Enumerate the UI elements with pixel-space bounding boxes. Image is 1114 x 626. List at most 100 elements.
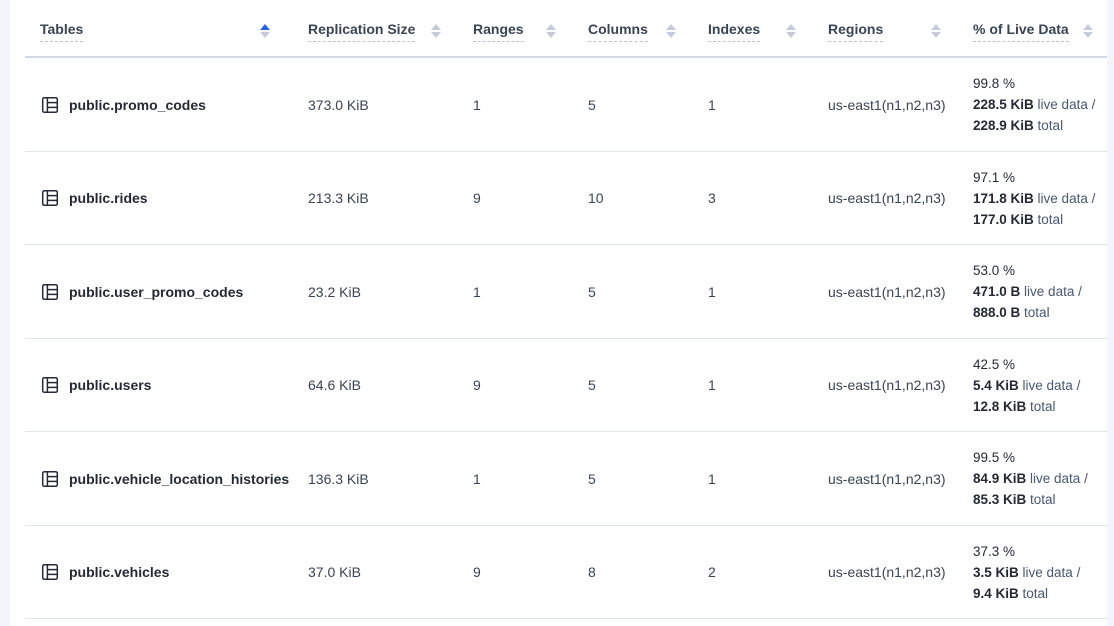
table-name-link[interactable]: public.user_promo_codes	[69, 283, 244, 300]
table-name-cell: public.promo_codes	[10, 95, 290, 115]
table-name-link[interactable]: public.vehicle_location_histories	[69, 470, 290, 487]
regions-cell: us-east1(n1,n2,n3)	[828, 190, 946, 207]
live-size-line: 84.9 KiB live data /	[973, 471, 1088, 487]
live-percent: 37.3 %	[973, 543, 1016, 559]
table-grid-icon	[40, 562, 60, 582]
column-header-label: Columns	[588, 21, 648, 42]
table-row[interactable]: public.vehicle_location_histories 136.3 …	[10, 432, 1107, 526]
table-row[interactable]: public.users 64.6 KiB 9 5 1 us-east1(n1,…	[10, 339, 1107, 433]
replication-size-cell: 64.6 KiB	[308, 377, 361, 394]
column-header-label: Indexes	[708, 21, 761, 42]
live-data-cell: 53.0 % 471.0 B live data / 888.0 B total	[955, 260, 1107, 323]
tables-list-card: Tables Replication Size Ranges Columns I…	[10, 0, 1107, 626]
columns-cell: 5	[588, 283, 596, 300]
regions-cell: us-east1(n1,n2,n3)	[828, 96, 946, 113]
indexes-cell: 3	[708, 190, 716, 207]
total-size-line: 12.8 KiB total	[973, 398, 1056, 414]
sort-arrows-icon	[260, 24, 270, 38]
sort-arrows-icon	[1083, 24, 1093, 38]
column-header-label: % of Live Data	[973, 21, 1069, 42]
live-data-cell: 99.8 % 228.5 KiB live data / 228.9 KiB t…	[955, 73, 1107, 136]
live-size-line: 471.0 B live data /	[973, 284, 1082, 300]
regions-cell: us-east1(n1,n2,n3)	[828, 470, 946, 487]
columns-cell: 5	[588, 470, 596, 487]
ranges-cell: 9	[473, 564, 481, 581]
table-row[interactable]: public.vehicles 37.0 KiB 9 8 2 us-east1(…	[10, 526, 1107, 620]
replication-size-cell: 213.3 KiB	[308, 190, 369, 207]
regions-cell: us-east1(n1,n2,n3)	[828, 283, 946, 300]
live-percent: 42.5 %	[973, 356, 1016, 372]
replication-size-cell: 23.2 KiB	[308, 283, 361, 300]
sort-arrows-icon	[931, 24, 941, 38]
indexes-cell: 1	[708, 283, 716, 300]
ranges-cell: 1	[473, 283, 481, 300]
live-size-line: 5.4 KiB live data /	[973, 377, 1081, 393]
column-header-indexes[interactable]: Indexes	[690, 15, 810, 42]
replication-size-cell: 373.0 KiB	[308, 96, 369, 113]
replication-size-cell: 136.3 KiB	[308, 470, 369, 487]
regions-cell: us-east1(n1,n2,n3)	[828, 564, 946, 581]
sort-arrows-icon	[666, 24, 676, 38]
table-grid-icon	[40, 188, 60, 208]
table-grid-icon	[40, 375, 60, 395]
column-header-ranges[interactable]: Ranges	[455, 15, 570, 42]
table-name-link[interactable]: public.vehicles	[69, 564, 170, 581]
table-row[interactable]: public.rides 213.3 KiB 9 10 3 us-east1(n…	[10, 152, 1107, 246]
table-name-link[interactable]: public.users	[69, 377, 152, 394]
live-percent: 99.5 %	[973, 450, 1016, 466]
indexes-cell: 1	[708, 470, 716, 487]
table-name-link[interactable]: public.promo_codes	[69, 96, 206, 113]
table-grid-icon	[40, 469, 60, 489]
column-header-tables[interactable]: Tables	[10, 15, 290, 42]
live-size-line: 171.8 KiB live data /	[973, 190, 1096, 206]
indexes-cell: 2	[708, 564, 716, 581]
column-header-label: Tables	[40, 21, 84, 42]
column-header-label: Replication Size	[308, 21, 416, 42]
ranges-cell: 1	[473, 470, 481, 487]
regions-cell: us-east1(n1,n2,n3)	[828, 377, 946, 394]
table-header-row: Tables Replication Size Ranges Columns I…	[10, 0, 1107, 56]
live-size-line: 3.5 KiB live data /	[973, 564, 1081, 580]
column-header-live-data[interactable]: % of Live Data	[955, 15, 1107, 42]
table-row[interactable]: public.promo_codes 373.0 KiB 1 5 1 us-ea…	[10, 58, 1107, 152]
live-percent: 99.8 %	[973, 76, 1016, 92]
columns-cell: 5	[588, 377, 596, 394]
table-name-cell: public.rides	[10, 188, 290, 208]
table-body: public.promo_codes 373.0 KiB 1 5 1 us-ea…	[10, 58, 1107, 619]
table-name-cell: public.vehicle_location_histories	[10, 469, 290, 489]
column-header-replication-size[interactable]: Replication Size	[290, 15, 455, 42]
live-percent: 97.1 %	[973, 169, 1016, 185]
column-header-columns[interactable]: Columns	[570, 15, 690, 42]
table-name-cell: public.user_promo_codes	[10, 282, 290, 302]
total-size-line: 9.4 KiB total	[973, 585, 1049, 601]
table-grid-icon	[40, 282, 60, 302]
live-data-cell: 97.1 % 171.8 KiB live data / 177.0 KiB t…	[955, 167, 1107, 230]
columns-cell: 5	[588, 96, 596, 113]
column-header-label: Ranges	[473, 21, 524, 42]
indexes-cell: 1	[708, 96, 716, 113]
sort-arrows-icon	[546, 24, 556, 38]
table-name-link[interactable]: public.rides	[69, 190, 148, 207]
table-name-cell: public.users	[10, 375, 290, 395]
total-size-line: 228.9 KiB total	[973, 118, 1064, 134]
indexes-cell: 1	[708, 377, 716, 394]
total-size-line: 177.0 KiB total	[973, 211, 1064, 227]
column-header-label: Regions	[828, 21, 884, 42]
live-data-cell: 42.5 % 5.4 KiB live data / 12.8 KiB tota…	[955, 354, 1107, 417]
live-data-cell: 37.3 % 3.5 KiB live data / 9.4 KiB total	[955, 541, 1107, 604]
table-row[interactable]: public.user_promo_codes 23.2 KiB 1 5 1 u…	[10, 245, 1107, 339]
sort-arrows-icon	[431, 24, 441, 38]
total-size-line: 888.0 B total	[973, 305, 1050, 321]
column-header-regions[interactable]: Regions	[810, 15, 955, 42]
sort-arrows-icon	[786, 24, 796, 38]
total-size-line: 85.3 KiB total	[973, 492, 1056, 508]
live-percent: 53.0 %	[973, 263, 1016, 279]
ranges-cell: 9	[473, 190, 481, 207]
table-name-cell: public.vehicles	[10, 562, 290, 582]
header-divider	[25, 56, 1107, 58]
live-size-line: 228.5 KiB live data /	[973, 97, 1096, 113]
ranges-cell: 1	[473, 96, 481, 113]
live-data-cell: 99.5 % 84.9 KiB live data / 85.3 KiB tot…	[955, 447, 1107, 510]
columns-cell: 10	[588, 190, 604, 207]
table-grid-icon	[40, 95, 60, 115]
